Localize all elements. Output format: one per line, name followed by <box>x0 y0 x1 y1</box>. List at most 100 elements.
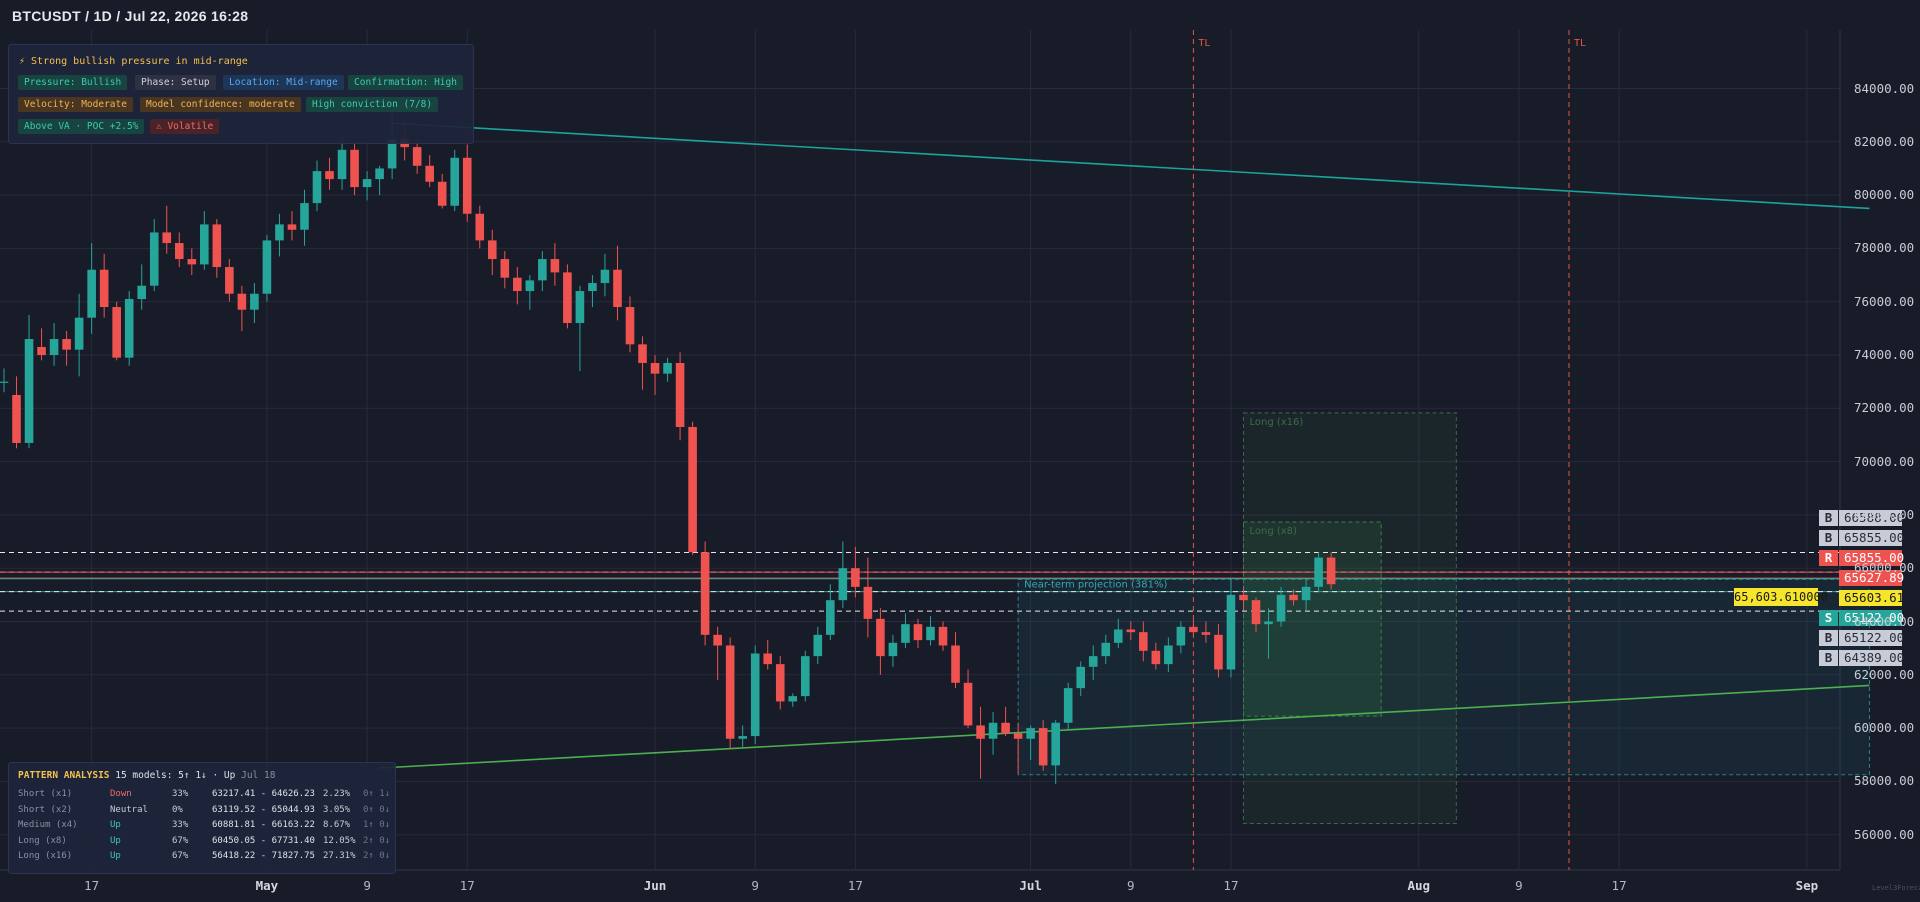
candle-body <box>988 722 998 739</box>
y-tick-label: 62000.00 <box>1854 666 1915 682</box>
pattern-pct: 67% <box>172 835 189 846</box>
candle-body <box>1026 728 1035 739</box>
trendline-descending[interactable] <box>392 122 1870 210</box>
y-tick-label: 80000.00 <box>1854 187 1915 203</box>
candle-body <box>375 168 384 180</box>
candle-body <box>149 232 159 286</box>
level-badge: B <box>1819 530 1838 546</box>
x-tick-label: 9 <box>363 878 371 893</box>
candle-body <box>1063 688 1073 723</box>
tag-velocity: Velocity: Moderate <box>18 97 133 112</box>
x-tick-label: Jul <box>1019 878 1042 893</box>
candle-body <box>1314 557 1323 587</box>
candle-body <box>1201 632 1211 635</box>
candle-body <box>225 267 234 294</box>
level-value: 65122.00 <box>1839 610 1904 626</box>
candle-body <box>1126 629 1136 633</box>
candle-body <box>588 283 597 292</box>
candle-body <box>876 618 885 657</box>
pattern-name: Short (x2) <box>18 804 73 815</box>
pattern-range: 63217.41 - 64626.23 <box>212 789 315 799</box>
candle-body <box>137 285 147 300</box>
candle-body <box>212 224 222 268</box>
candle-body <box>174 243 184 260</box>
candle-body <box>262 240 272 294</box>
level-badge <box>1819 570 1838 586</box>
level-value: 65855.00 <box>1839 550 1904 566</box>
level-badge: S <box>1819 610 1838 626</box>
candle-body <box>913 624 923 641</box>
candle-body <box>675 362 685 427</box>
x-tick-label: 9 <box>1127 878 1135 893</box>
candle-body <box>800 656 810 697</box>
candle-body <box>826 600 835 635</box>
level-value: 65855.00 <box>1839 530 1904 546</box>
candle-body <box>638 344 647 363</box>
tag-value-area: Above VA · POC +2.5% <box>18 119 145 134</box>
candle-body <box>1214 634 1223 670</box>
candle-body <box>62 339 71 350</box>
pattern-arrows: 2↑ 0↓ <box>363 851 391 861</box>
tl-label: TL <box>1198 38 1211 49</box>
pattern-pct: 67% <box>172 851 189 861</box>
candle-body <box>87 269 96 318</box>
pattern-analysis-panel: PATTERN ANALYSIS 15 models: 5↑ 1↓ · Up J… <box>8 762 396 874</box>
y-tick-label: 76000.00 <box>1854 293 1915 309</box>
candle-body <box>926 626 935 641</box>
candle-body <box>200 224 209 265</box>
pattern-range: 60881.81 - 66163.22 <box>212 820 315 830</box>
candle-body <box>337 149 347 180</box>
projection-label: Near-term projection (381%) <box>1024 579 1167 590</box>
pattern-arrows: 0↑ 1↓ <box>363 789 391 799</box>
candle-body <box>738 736 747 739</box>
candle-body <box>1176 626 1186 646</box>
x-tick-label: 17 <box>847 878 863 893</box>
x-tick-label: Aug <box>1407 878 1431 893</box>
candle-body <box>725 645 735 739</box>
level-value: 66588.00 <box>1839 510 1904 526</box>
x-tick-label: May <box>255 878 279 893</box>
x-tick-label: 17 <box>459 878 475 893</box>
y-tick-label: 72000.00 <box>1854 400 1915 416</box>
candle-body <box>525 280 535 292</box>
x-tick-label: Sep <box>1795 878 1819 893</box>
candle-body <box>1226 594 1236 670</box>
candle-body <box>663 362 672 374</box>
tag-confirmation: Confirmation: High <box>348 75 463 90</box>
candle-body <box>450 157 460 206</box>
candle-body <box>1013 733 1023 739</box>
pattern-summary: 15 models: 5↑ 1↓ · Up <box>115 770 236 781</box>
candle-body <box>1038 728 1048 766</box>
pattern-name: Long (x16) <box>18 851 73 861</box>
pattern-chg: 2.23% <box>323 789 351 799</box>
y-tick-label: 66000.00 <box>1854 560 1915 576</box>
x-tick-label: 17 <box>84 878 100 893</box>
candle-body <box>387 139 397 169</box>
crosshair-price-label: 65,603.610000 <box>1734 588 1828 606</box>
level-badge: R <box>1819 550 1838 566</box>
x-tick-label: 9 <box>1515 878 1523 893</box>
y-tick-label: 58000.00 <box>1854 773 1915 789</box>
pattern-chg: 27.31% <box>323 851 356 861</box>
candle-body <box>650 362 660 374</box>
y-tick-label: 84000.00 <box>1854 80 1915 96</box>
market-state-panel: ⚡ Strong bullish pressure in mid-range P… <box>8 44 474 144</box>
candle-body <box>162 232 172 244</box>
trendline-ascending[interactable] <box>379 684 1870 769</box>
candle-body <box>24 339 34 443</box>
candle-body <box>963 682 973 726</box>
pattern-chg: 12.05% <box>323 835 356 846</box>
candle-body <box>124 299 134 358</box>
candle-body <box>250 293 259 310</box>
candle-body <box>487 240 497 260</box>
candle-body <box>350 149 359 188</box>
candle-body <box>625 307 635 345</box>
chart-title: BTCUSDT / 1D / Jul 22, 2026 16:28 <box>12 8 249 24</box>
candle-body <box>763 653 773 665</box>
level-badge: B <box>1819 630 1838 646</box>
candle-body <box>538 259 547 281</box>
pattern-dir: Up <box>110 851 121 861</box>
candle-body <box>12 394 21 443</box>
candle-body <box>37 347 46 355</box>
